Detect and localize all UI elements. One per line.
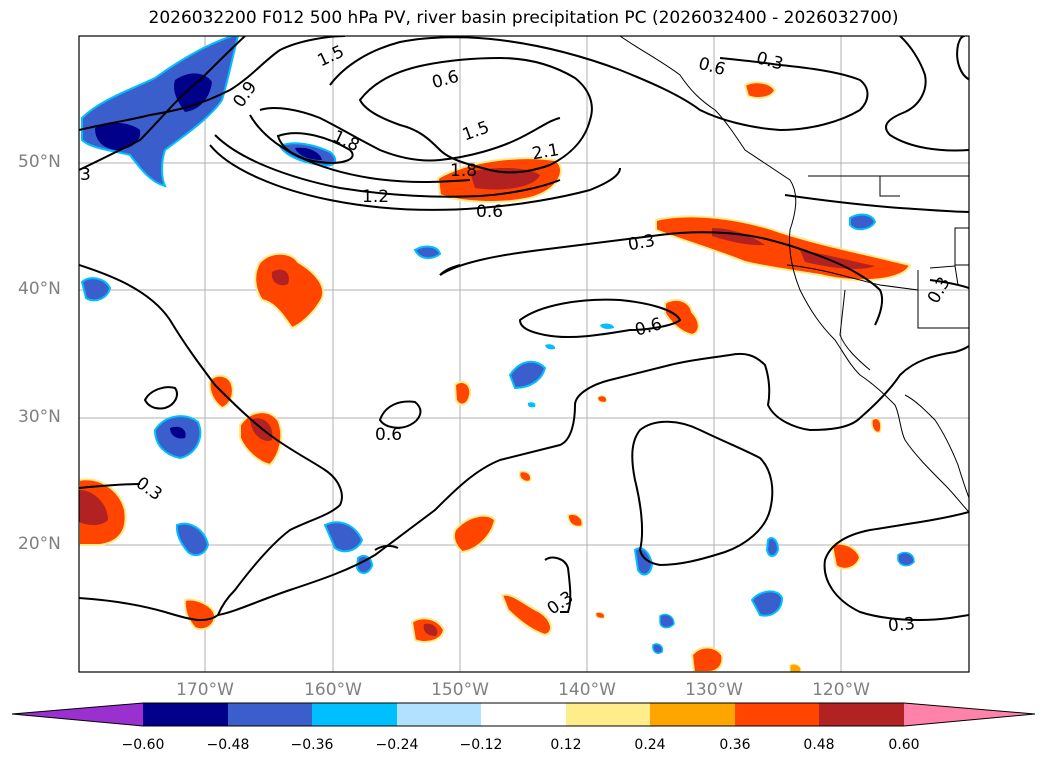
contour-label: 0.6 <box>375 425 402 445</box>
colorbar-tick: −0.36 <box>290 737 334 753</box>
contour-label: 0.9 <box>229 78 261 112</box>
contour-label: 2.1 <box>530 140 560 164</box>
contour-label: 0.3 <box>544 587 578 619</box>
contour-label: 1.5 <box>460 117 492 145</box>
lon-label: 120°W <box>812 680 870 700</box>
contour-label: 1.8 <box>450 161 477 181</box>
pv-contours <box>79 36 969 622</box>
precip-negative-blobs <box>80 36 915 654</box>
colorbar-tick: 0.60 <box>888 737 920 753</box>
lon-label: 160°W <box>304 680 362 700</box>
colorbar-segment <box>397 703 481 726</box>
coastline <box>619 36 969 513</box>
colorbar-segment <box>819 703 904 726</box>
lat-label: 40°N <box>18 279 61 299</box>
colorbar-segment <box>312 703 397 726</box>
colorbar-segment <box>228 703 312 726</box>
colorbar-tick: −0.60 <box>121 737 165 753</box>
colorbar-tick: 0.48 <box>803 737 835 753</box>
contour-label: 0.6 <box>430 67 461 93</box>
colorbar-tick: 0.36 <box>719 737 751 753</box>
lat-label: 30°N <box>18 407 61 427</box>
map-frame <box>78 35 970 673</box>
colorbar-segment <box>735 703 819 726</box>
contour-label: 0.6 <box>476 202 503 222</box>
lon-label: 130°W <box>685 680 743 700</box>
figure-title: 2026032200 F012 500 hPa PV, river basin … <box>148 8 899 28</box>
contour-label: 0.3 <box>754 48 785 74</box>
map-area: 3 0.9 1.5 0.6 0.6 0.3 1.8 1.5 2.1 1.8 1.… <box>79 36 969 672</box>
colorbar-tick: −0.24 <box>375 737 419 753</box>
colorbar-tick: −0.48 <box>206 737 250 753</box>
contour-label: 0.6 <box>633 314 664 340</box>
lat-label: 50°N <box>18 152 61 172</box>
contour-label: 1.8 <box>329 127 362 157</box>
contour-label: 1.5 <box>314 42 347 72</box>
contour-label: 0.3 <box>132 473 166 505</box>
contour-label: 0.3 <box>887 614 916 636</box>
colorbar-segment <box>566 703 650 726</box>
lon-label: 150°W <box>431 680 489 700</box>
lat-label: 20°N <box>18 534 61 554</box>
colorbar-min-extension <box>12 703 143 726</box>
colorbar <box>11 702 1036 727</box>
contour-label: 3 <box>80 165 91 185</box>
lon-label: 140°W <box>558 680 616 700</box>
contour-labels: 3 0.9 1.5 0.6 0.6 0.3 1.8 1.5 2.1 1.8 1.… <box>80 42 955 637</box>
gridlines <box>79 36 969 672</box>
colorbar-tick: 0.24 <box>634 737 666 753</box>
colorbar-segment <box>481 703 566 726</box>
contour-label: 0.3 <box>924 274 955 307</box>
lon-label: 170°W <box>176 680 234 700</box>
colorbar-tick: 0.12 <box>550 737 582 753</box>
colorbar-tick: −0.12 <box>459 737 503 753</box>
colorbar-outline <box>11 702 1036 727</box>
colorbar-segment <box>143 703 228 726</box>
contour-label: 1.2 <box>362 187 389 207</box>
contour-label: 0.3 <box>626 231 656 255</box>
colorbar-segment <box>650 703 735 726</box>
colorbar-max-extension <box>904 703 1035 726</box>
